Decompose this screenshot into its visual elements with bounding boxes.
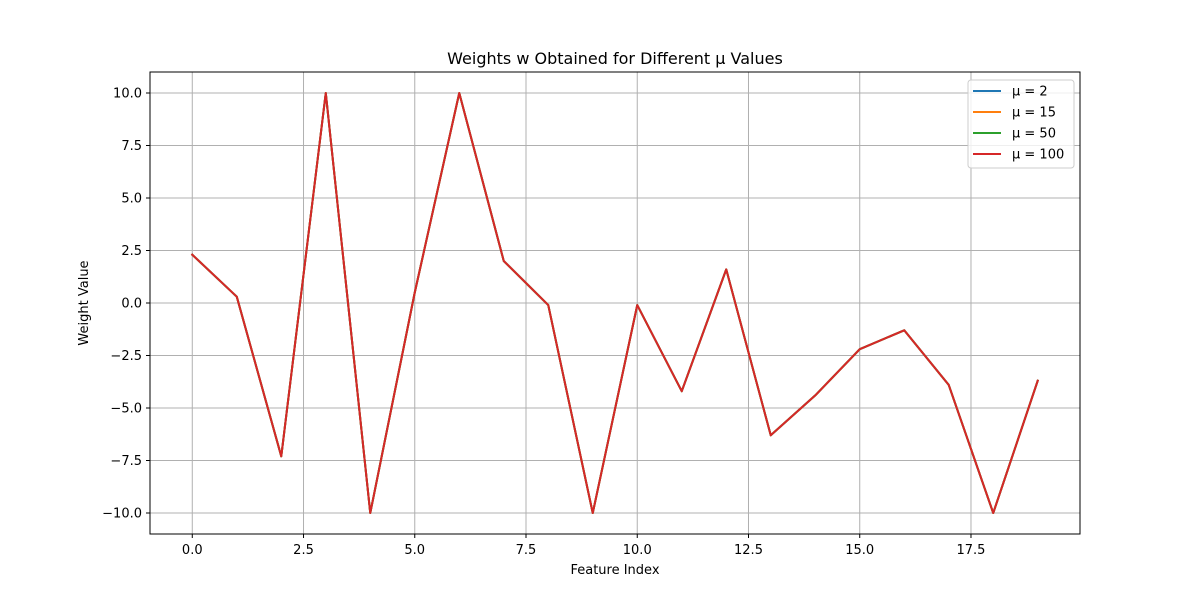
x-axis-label: Feature Index bbox=[570, 563, 659, 578]
y-tick-label: 5.0 bbox=[121, 192, 142, 207]
x-tick-label: 12.5 bbox=[734, 543, 763, 558]
x-tick-label: 7.5 bbox=[516, 543, 537, 558]
x-tick-label: 15.0 bbox=[845, 543, 874, 558]
y-tick-label: 10.0 bbox=[113, 87, 142, 102]
series-line-3 bbox=[190, 92, 1039, 514]
x-tick-label: 5.0 bbox=[404, 543, 425, 558]
x-tick-label: 0.0 bbox=[182, 543, 203, 558]
y-tick-label: −2.5 bbox=[110, 349, 142, 364]
y-tick-label: 0.0 bbox=[121, 297, 142, 312]
y-axis-label: Weight Value bbox=[77, 260, 92, 345]
legend-label: μ = 100 bbox=[1012, 148, 1064, 163]
legend-label: μ = 15 bbox=[1012, 106, 1056, 121]
legend: μ = 2 μ = 15 μ = 50 μ = 100 bbox=[967, 79, 1075, 169]
series-lines bbox=[190, 92, 1039, 514]
legend-label: μ = 50 bbox=[1012, 127, 1056, 142]
x-tick-label: 10.0 bbox=[623, 543, 652, 558]
y-tick-label: −7.5 bbox=[110, 454, 142, 469]
y-tick-label: 2.5 bbox=[121, 244, 142, 259]
y-tick-label: −10.0 bbox=[102, 507, 142, 522]
y-tick-label: 7.5 bbox=[121, 139, 142, 154]
legend-label: μ = 2 bbox=[1012, 85, 1048, 100]
x-tick-label: 2.5 bbox=[293, 543, 314, 558]
chart-title: Weights w Obtained for Different μ Value… bbox=[447, 49, 783, 68]
y-axis-ticks: 10.0 7.5 5.0 2.5 0.0 −2.5 −5.0 −7.5 −10.0 bbox=[102, 87, 150, 522]
legend-box bbox=[967, 79, 1075, 169]
x-axis-ticks: 0.0 2.5 5.0 7.5 10.0 12.5 15.0 17.5 bbox=[182, 534, 986, 558]
y-tick-label: −5.0 bbox=[110, 402, 142, 417]
x-tick-label: 17.5 bbox=[957, 543, 986, 558]
